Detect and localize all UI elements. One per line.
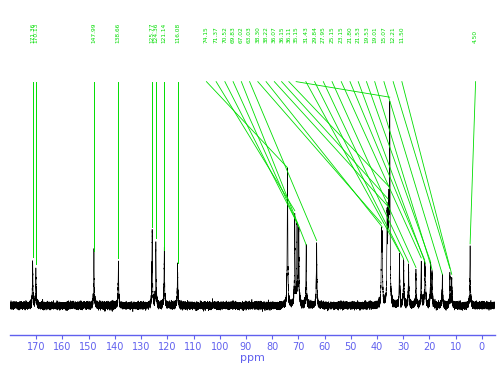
Text: 21.80: 21.80 bbox=[348, 26, 352, 43]
Text: 19.53: 19.53 bbox=[364, 26, 369, 43]
Text: 23.15: 23.15 bbox=[339, 26, 344, 43]
Text: 29.84: 29.84 bbox=[312, 26, 317, 43]
Text: 38.22: 38.22 bbox=[264, 26, 268, 43]
Text: 38.30: 38.30 bbox=[256, 26, 260, 43]
Text: 11.50: 11.50 bbox=[400, 26, 404, 43]
Text: 21.53: 21.53 bbox=[356, 26, 360, 43]
Text: 27.95: 27.95 bbox=[321, 26, 326, 43]
Text: 15.07: 15.07 bbox=[382, 26, 386, 43]
Text: 4.50: 4.50 bbox=[473, 29, 478, 43]
Text: 71.37: 71.37 bbox=[214, 26, 218, 43]
Text: 35.15: 35.15 bbox=[294, 26, 298, 43]
Text: 36.11: 36.11 bbox=[286, 26, 292, 43]
Text: 74.15: 74.15 bbox=[204, 26, 209, 43]
Text: 25.15: 25.15 bbox=[330, 26, 334, 43]
Text: 67.02: 67.02 bbox=[239, 26, 244, 43]
Text: 171.36: 171.36 bbox=[30, 22, 35, 43]
Text: 116.08: 116.08 bbox=[175, 22, 180, 43]
Text: 19.01: 19.01 bbox=[372, 26, 377, 43]
Text: 121.14: 121.14 bbox=[162, 22, 167, 43]
Text: 12.21: 12.21 bbox=[390, 26, 396, 43]
Text: 125.77: 125.77 bbox=[150, 22, 154, 43]
Text: 69.83: 69.83 bbox=[230, 26, 235, 43]
Text: 124.36: 124.36 bbox=[154, 22, 158, 43]
Text: 70.52: 70.52 bbox=[222, 26, 228, 43]
Text: 36.15: 36.15 bbox=[279, 26, 284, 43]
Text: 170.13: 170.13 bbox=[34, 22, 38, 43]
Text: 36.07: 36.07 bbox=[272, 26, 277, 43]
Text: 138.66: 138.66 bbox=[116, 22, 121, 43]
Text: 63.03: 63.03 bbox=[247, 26, 252, 43]
Text: 31.43: 31.43 bbox=[304, 26, 308, 43]
Text: 147.99: 147.99 bbox=[92, 22, 96, 43]
X-axis label: ppm: ppm bbox=[240, 353, 265, 363]
